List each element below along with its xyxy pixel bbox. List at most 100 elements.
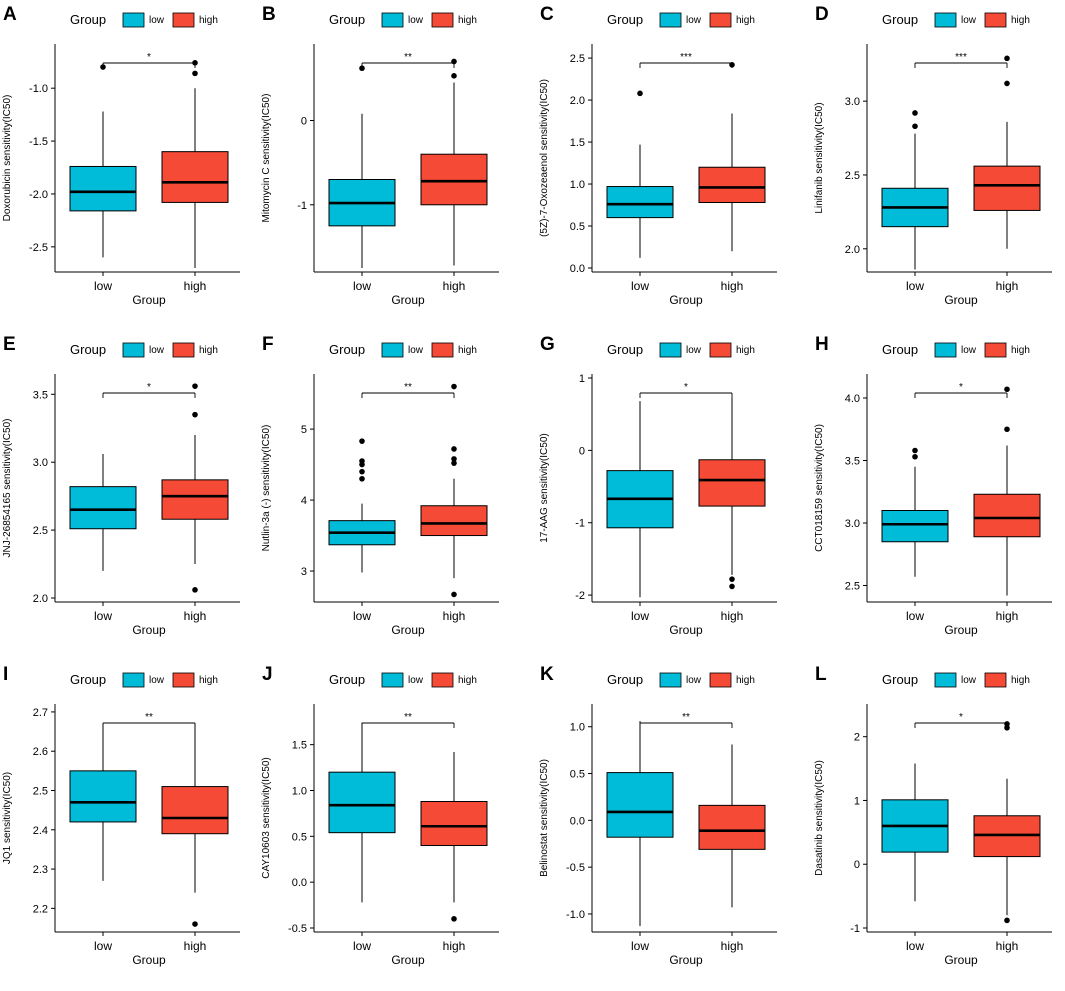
- significance-label: **: [682, 712, 690, 723]
- y-tick-label: -1.0: [29, 83, 48, 95]
- box-high: [420, 752, 488, 922]
- outlier-point: [912, 447, 918, 454]
- legend-label-high: high: [199, 345, 218, 356]
- y-tick-label: 1: [579, 373, 585, 385]
- legend-title: Group: [329, 342, 365, 357]
- outlier-point: [451, 916, 457, 922]
- legend-swatch-high: [984, 12, 1007, 28]
- legend-label-high: high: [736, 675, 755, 686]
- box-high: [698, 744, 766, 908]
- panel-letter: D: [815, 4, 829, 25]
- x-axis-title: Group: [132, 293, 166, 307]
- legend-title: Group: [329, 12, 365, 27]
- box-iqr: [161, 786, 229, 835]
- legend-label-low: low: [149, 15, 165, 26]
- y-tick-label: 0: [579, 445, 585, 457]
- box-high: [973, 55, 1041, 249]
- significance-label: *: [959, 382, 963, 393]
- legend-swatch-high: [709, 672, 732, 688]
- y-tick-label: 2.5: [33, 525, 48, 537]
- significance-label: **: [145, 712, 153, 723]
- outlier-point: [729, 583, 735, 590]
- y-tick-label: -1: [297, 200, 307, 212]
- box-iqr: [698, 804, 766, 850]
- panel-letter: B: [262, 4, 276, 25]
- box-low: [69, 723, 137, 881]
- panel-c: C Group low high 0.0 0.5 1.0 1.5 2.0 2.5 (5Z)-7-Ox…: [539, 4, 777, 307]
- legend-title: Group: [607, 342, 643, 357]
- y-tick-label: 1.0: [292, 786, 307, 798]
- box-high: [973, 386, 1041, 596]
- panel-letter: A: [3, 4, 17, 25]
- y-axis-label: Doxorubicin sensitivity(IC50): [2, 95, 13, 222]
- legend-title: Group: [70, 672, 106, 687]
- y-tick-label: -2.0: [29, 189, 48, 201]
- y-tick-label: 2.0: [33, 593, 48, 605]
- significance-label: *: [959, 712, 963, 723]
- box-low: [69, 64, 137, 258]
- x-axis-title: Group: [391, 293, 425, 307]
- significance-label: **: [404, 382, 412, 393]
- outlier-point: [359, 458, 365, 464]
- outlier-point: [451, 383, 457, 390]
- panel-letter: L: [815, 664, 827, 685]
- y-tick-label: 2.3: [33, 864, 48, 876]
- y-tick-label: 3.5: [33, 389, 48, 401]
- x-tick-label: high: [996, 279, 1019, 293]
- panel-i: I Group low high 2.2 2.3 2.4 2.5 2.6 2.7 JQ1 sensi…: [2, 664, 240, 967]
- y-tick-label: 2: [854, 732, 860, 744]
- significance-label: **: [404, 712, 412, 723]
- y-tick-label: -1: [575, 518, 585, 530]
- box-low: [881, 447, 949, 577]
- x-tick-label: high: [443, 939, 466, 953]
- box-iqr: [161, 151, 229, 203]
- x-tick-label: high: [184, 279, 207, 293]
- x-tick-label: low: [353, 609, 371, 623]
- y-tick-label: 2.5: [845, 581, 860, 593]
- y-tick-label: 3.0: [845, 518, 860, 530]
- outlier-point: [192, 383, 198, 389]
- legend-swatch-low: [122, 12, 145, 28]
- x-axis-title: Group: [391, 623, 425, 637]
- outlier-point: [912, 123, 918, 130]
- legend-title: Group: [607, 672, 643, 687]
- box-iqr: [698, 166, 766, 204]
- legend-swatch-high: [172, 342, 195, 358]
- outlier-point: [912, 453, 918, 460]
- y-axis-label: JNJ-26854165 sensitivity(IC50): [2, 419, 13, 558]
- legend-swatch-high: [172, 672, 195, 688]
- legend-swatch-low: [934, 342, 957, 358]
- legend-swatch-low: [659, 672, 682, 688]
- legend-swatch-high: [172, 12, 195, 28]
- legend-swatch-high: [431, 12, 454, 28]
- significance-label: *: [147, 52, 151, 63]
- x-tick-label: low: [906, 609, 924, 623]
- box-iqr: [698, 459, 766, 507]
- y-axis-label: CCT018159 sensitivity(IC50): [814, 424, 825, 552]
- y-tick-label: 5: [301, 424, 307, 436]
- y-tick-label: 3.5: [845, 456, 860, 468]
- x-axis-title: Group: [132, 953, 166, 967]
- y-tick-label: -1: [850, 923, 860, 935]
- legend-label-high: high: [1011, 345, 1030, 356]
- panel-l: L Group low high -1 0 1 2 Dasatinib sensitivity(…: [814, 664, 1052, 967]
- x-tick-label: low: [353, 939, 371, 953]
- x-tick-label: high: [443, 279, 466, 293]
- box-low: [881, 763, 949, 902]
- x-tick-label: low: [631, 609, 649, 623]
- box-iqr: [606, 186, 674, 219]
- box-iqr: [69, 165, 137, 212]
- x-axis-title: Group: [391, 953, 425, 967]
- panel-e: E Group low high 2.0 2.5 3.0 3.5 JNJ-26854165 se…: [2, 334, 240, 637]
- significance-label: *: [684, 382, 688, 393]
- box-low: [606, 401, 674, 598]
- x-tick-label: low: [631, 939, 649, 953]
- y-tick-label: -1.0: [566, 909, 585, 921]
- box-iqr: [420, 153, 488, 206]
- y-tick-label: 1.5: [570, 137, 585, 149]
- legend-title: Group: [882, 12, 918, 27]
- legend-swatch-low: [659, 12, 682, 28]
- panel-h: H Group low high 2.5 3.0 3.5 4.0 CCT018159 sensi…: [814, 334, 1052, 637]
- legend-label-low: low: [961, 675, 977, 686]
- box-iqr: [328, 771, 396, 834]
